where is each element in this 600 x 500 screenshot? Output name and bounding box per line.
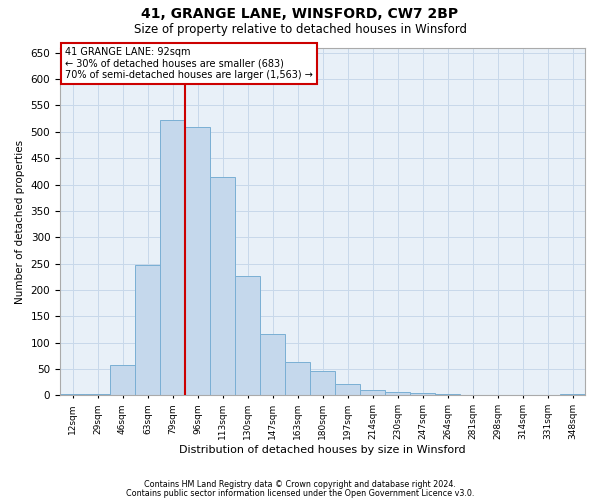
Bar bbox=[335, 384, 360, 396]
Bar bbox=[85, 394, 110, 396]
Bar bbox=[360, 390, 385, 396]
X-axis label: Distribution of detached houses by size in Winsford: Distribution of detached houses by size … bbox=[179, 445, 466, 455]
Bar bbox=[110, 365, 135, 396]
Bar bbox=[60, 394, 85, 396]
Bar bbox=[460, 395, 485, 396]
Text: Size of property relative to detached houses in Winsford: Size of property relative to detached ho… bbox=[133, 22, 467, 36]
Bar bbox=[560, 394, 585, 396]
Bar bbox=[310, 371, 335, 396]
Text: Contains public sector information licensed under the Open Government Licence v3: Contains public sector information licen… bbox=[126, 490, 474, 498]
Bar bbox=[385, 392, 410, 396]
Bar bbox=[135, 265, 160, 396]
Bar bbox=[285, 362, 310, 396]
Bar bbox=[260, 334, 285, 396]
Text: Contains HM Land Registry data © Crown copyright and database right 2024.: Contains HM Land Registry data © Crown c… bbox=[144, 480, 456, 489]
Bar bbox=[185, 126, 210, 396]
Bar bbox=[160, 120, 185, 396]
Bar bbox=[510, 395, 535, 396]
Bar bbox=[435, 394, 460, 396]
Bar bbox=[210, 176, 235, 396]
Y-axis label: Number of detached properties: Number of detached properties bbox=[15, 140, 25, 304]
Text: 41 GRANGE LANE: 92sqm
← 30% of detached houses are smaller (683)
70% of semi-det: 41 GRANGE LANE: 92sqm ← 30% of detached … bbox=[65, 46, 313, 80]
Bar bbox=[410, 393, 435, 396]
Text: 41, GRANGE LANE, WINSFORD, CW7 2BP: 41, GRANGE LANE, WINSFORD, CW7 2BP bbox=[142, 8, 458, 22]
Bar bbox=[235, 276, 260, 396]
